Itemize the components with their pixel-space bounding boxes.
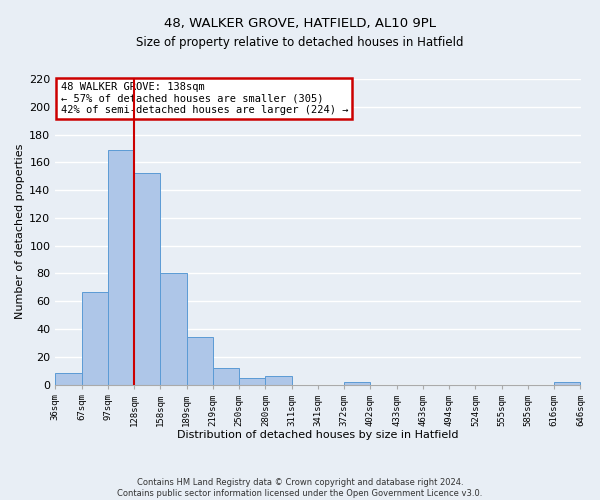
Text: 48 WALKER GROVE: 138sqm
← 57% of detached houses are smaller (305)
42% of semi-d: 48 WALKER GROVE: 138sqm ← 57% of detache…	[61, 82, 348, 116]
Bar	[55, 374, 82, 384]
Bar	[265, 376, 292, 384]
Bar	[239, 378, 265, 384]
Bar	[213, 368, 239, 384]
Text: 48, WALKER GROVE, HATFIELD, AL10 9PL: 48, WALKER GROVE, HATFIELD, AL10 9PL	[164, 18, 436, 30]
Bar	[554, 382, 580, 384]
Bar	[108, 150, 134, 384]
Bar	[344, 382, 370, 384]
Text: Size of property relative to detached houses in Hatfield: Size of property relative to detached ho…	[136, 36, 464, 49]
Bar	[82, 292, 108, 384]
Text: Contains HM Land Registry data © Crown copyright and database right 2024.
Contai: Contains HM Land Registry data © Crown c…	[118, 478, 482, 498]
Bar	[160, 274, 187, 384]
Y-axis label: Number of detached properties: Number of detached properties	[15, 144, 25, 320]
Bar	[134, 174, 160, 384]
Bar	[187, 338, 213, 384]
X-axis label: Distribution of detached houses by size in Hatfield: Distribution of detached houses by size …	[177, 430, 458, 440]
